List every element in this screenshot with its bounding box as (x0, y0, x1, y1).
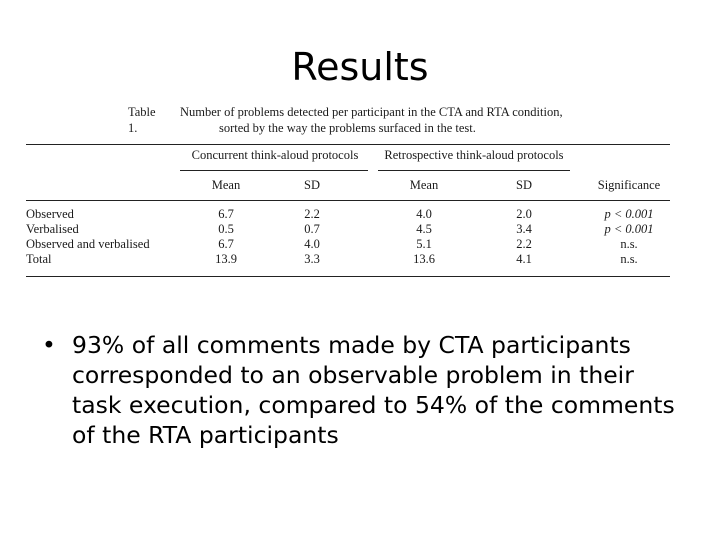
row-label-verbalised: Verbalised (26, 222, 79, 236)
cell-observed-rta-sd: 2.0 (516, 207, 532, 221)
cell-both-cta-mean: 6.7 (218, 237, 234, 251)
group-rule-rta (378, 170, 570, 171)
col-header-cta-mean: Mean (211, 178, 241, 192)
cell-observed-rta-mean: 4.0 (416, 207, 432, 221)
cell-total-cta-sd: 3.3 (304, 252, 320, 266)
cell-verbalised-rta-sd: 3.4 (516, 222, 532, 236)
cell-observed-cta-sd: 2.2 (304, 207, 320, 221)
cell-total-rta-mean: 13.6 (413, 252, 435, 266)
caption-line-2: sorted by the way the problems surfaced … (219, 121, 476, 135)
cell-total-rta-sd: 4.1 (516, 252, 532, 266)
col-header-rta-sd: SD (516, 178, 532, 192)
table-label: Table 1. (128, 105, 156, 135)
cell-observed-significance: p < 0.001 (604, 207, 654, 221)
caption-line-1: Number of problems detected per particip… (180, 105, 563, 119)
cell-both-significance: n.s. (620, 237, 638, 251)
table-bottom-rule (26, 276, 670, 277)
group-header-cta: Concurrent think-aloud protocols (191, 148, 359, 162)
col-header-rta-mean: Mean (409, 178, 439, 192)
bullet-marker: • (42, 331, 56, 359)
cell-both-rta-sd: 2.2 (516, 237, 532, 251)
cell-verbalised-significance: p < 0.001 (604, 222, 654, 236)
group-header-rta: Retrospective think-aloud protocols (384, 148, 564, 162)
cell-total-significance: n.s. (620, 252, 638, 266)
cell-observed-cta-mean: 6.7 (218, 207, 234, 221)
cell-both-cta-sd: 4.0 (304, 237, 320, 251)
cell-total-cta-mean: 13.9 (215, 252, 237, 266)
cell-verbalised-rta-mean: 4.5 (416, 222, 432, 236)
slide-title: Results (291, 45, 429, 89)
bullet-text: 93% of all comments made by CTA particip… (72, 331, 675, 449)
row-label-total: Total (26, 252, 52, 266)
cell-verbalised-cta-mean: 0.5 (218, 222, 234, 236)
col-header-cta-sd: SD (304, 178, 320, 192)
group-rule-cta (180, 170, 368, 171)
row-label-observed: Observed (26, 207, 74, 221)
table-header-rule (26, 200, 670, 201)
cell-verbalised-cta-sd: 0.7 (304, 222, 320, 236)
row-label-observed-and-verbalised: Observed and verbalised (26, 237, 150, 251)
col-header-significance: Significance (597, 178, 661, 192)
table-top-rule (26, 144, 670, 145)
cell-both-rta-mean: 5.1 (416, 237, 432, 251)
